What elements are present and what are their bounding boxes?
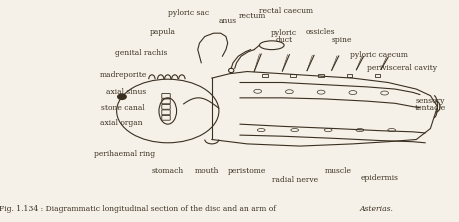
- Text: ossicles: ossicles: [305, 28, 335, 36]
- Text: rectal caecum: rectal caecum: [258, 7, 312, 15]
- Text: axial organ: axial organ: [99, 119, 142, 127]
- Text: pyloric sac: pyloric sac: [168, 10, 209, 18]
- Text: tentacle: tentacle: [414, 104, 445, 112]
- Text: genital rachis: genital rachis: [115, 49, 167, 57]
- Text: sensory: sensory: [415, 97, 444, 105]
- Text: pyloric: pyloric: [270, 29, 297, 37]
- Circle shape: [118, 94, 126, 99]
- Text: radial nerve: radial nerve: [271, 176, 317, 184]
- Text: madreporite: madreporite: [99, 71, 146, 79]
- Text: Fig. 1.134 : Diagrammatic longitudinal section of the disc and an arm of: Fig. 1.134 : Diagrammatic longitudinal s…: [0, 204, 278, 212]
- Text: mouth: mouth: [194, 167, 218, 175]
- Text: Asterias.: Asterias.: [359, 204, 393, 212]
- Text: anus: anus: [218, 17, 236, 25]
- Text: axial sinus: axial sinus: [106, 88, 146, 96]
- Text: epidermis: epidermis: [359, 174, 397, 182]
- Bar: [318, 74, 323, 77]
- Bar: [290, 74, 295, 77]
- Text: stomach: stomach: [151, 167, 184, 175]
- Bar: [346, 74, 352, 77]
- Text: papula: papula: [149, 28, 175, 36]
- Bar: [374, 74, 380, 77]
- Text: perihaemal ring: perihaemal ring: [94, 150, 155, 158]
- Text: muscle: muscle: [325, 167, 352, 175]
- Text: perivisceral cavity: perivisceral cavity: [366, 64, 436, 72]
- Text: spine: spine: [330, 36, 351, 44]
- Text: peristome: peristome: [227, 167, 266, 175]
- Bar: [261, 74, 267, 77]
- Text: pyloric caecum: pyloric caecum: [350, 51, 408, 59]
- Text: duct: duct: [275, 36, 292, 44]
- Text: rectum: rectum: [238, 12, 265, 20]
- Text: stone canal: stone canal: [101, 104, 145, 112]
